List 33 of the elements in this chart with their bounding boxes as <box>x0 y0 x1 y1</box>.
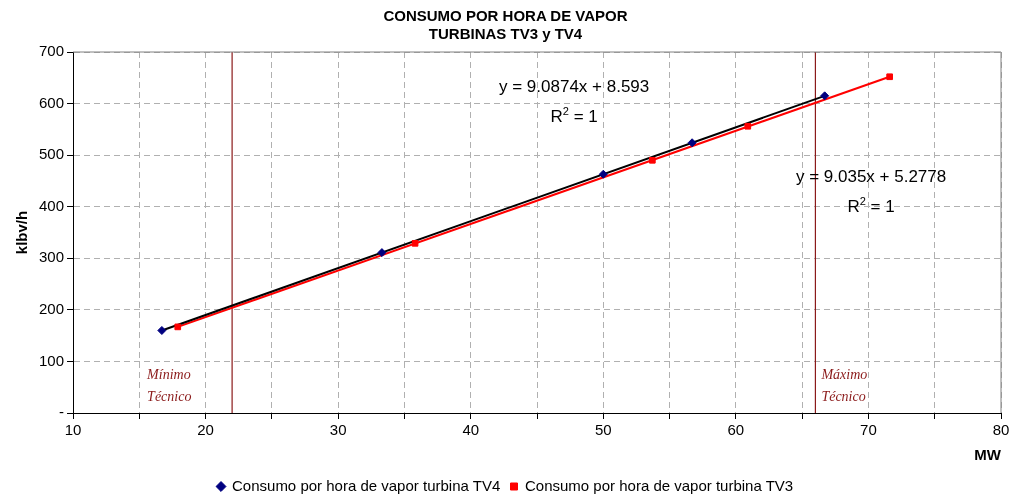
y-tick-label: 700 <box>39 42 65 60</box>
point <box>687 138 697 148</box>
x-tick-label: 10 <box>64 421 82 439</box>
point <box>886 73 893 81</box>
y-tick-label: 400 <box>39 196 65 214</box>
point <box>377 248 387 258</box>
point <box>820 91 830 101</box>
y-tick-label: 500 <box>39 145 65 163</box>
point <box>157 325 167 335</box>
ref-line-label: Máximo Técnico <box>820 367 868 404</box>
point <box>649 156 656 164</box>
y-tick-label: - <box>59 403 65 421</box>
point <box>411 240 419 247</box>
x-tick-label: 70 <box>860 421 877 439</box>
x-tick-label: 20 <box>197 421 214 439</box>
y-axis-title: klbv/h <box>13 210 31 255</box>
point <box>598 169 608 179</box>
ref-line-label: Mínimo Técnico <box>146 367 192 404</box>
y-tick-label: 600 <box>39 93 65 111</box>
legend-label: Consumo por hora de vapor turbina TV4 <box>232 476 501 494</box>
x-tick-label: 80 <box>992 421 1010 439</box>
y-tick-label: 100 <box>39 351 65 369</box>
legend-label: Consumo por hora de vapor turbina TV3 <box>525 476 794 494</box>
y-tick-label: 300 <box>39 248 65 266</box>
point <box>744 122 752 130</box>
chart-title: CONSUMO POR HORA DE VAPOR TURBINAS TV3 y TV4 <box>383 7 628 43</box>
point <box>174 323 182 331</box>
x-tick-label: 30 <box>329 421 347 439</box>
x-axis-title: MW <box>974 446 1002 464</box>
x-tick-label: 40 <box>462 421 480 439</box>
x-tick-label: 60 <box>727 421 745 439</box>
y-tick-label: 200 <box>39 300 65 317</box>
x-tick-label: 50 <box>594 421 612 439</box>
